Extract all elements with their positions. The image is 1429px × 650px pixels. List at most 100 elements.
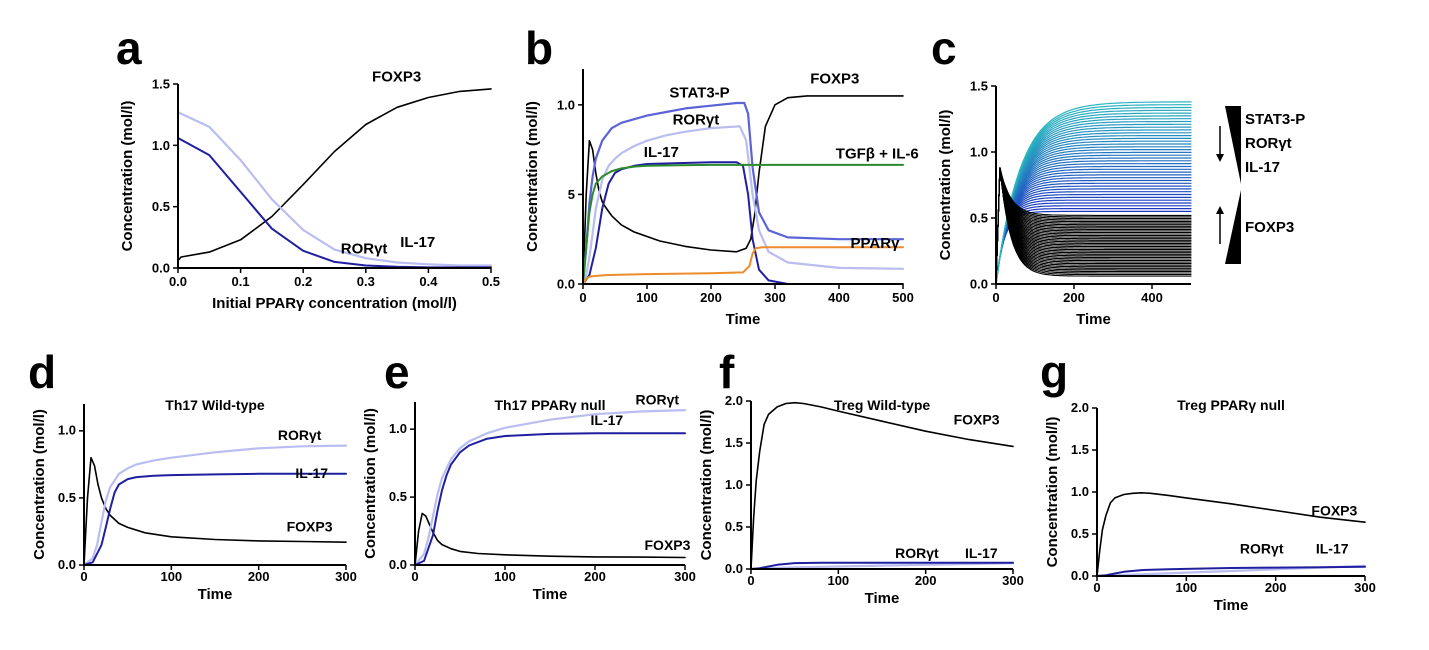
- x-tick-label: 100: [494, 569, 516, 584]
- y-axis-label-e: Concentration (mol/l): [362, 408, 379, 559]
- series-foxp3-g: [1096, 492, 1366, 577]
- panel-b: b 0 100 200 300 400 500 0.0 5 1.0 Time Concentratio…: [524, 22, 919, 328]
- fan-upper-line: [995, 165, 1192, 285]
- y-tick-label: 0.5: [58, 490, 76, 505]
- label-stat3-p-b: STAT3-P: [669, 85, 729, 102]
- fan-upper-line: [995, 160, 1192, 285]
- fan-upper-line: [995, 196, 1192, 285]
- x-tick-label: 100: [1175, 580, 1197, 595]
- y-tick-label: 0.5: [725, 519, 743, 534]
- fan-lower-line: [995, 167, 1192, 285]
- fan-lower-line: [995, 167, 1192, 285]
- fan-lower-line: [995, 167, 1192, 285]
- x-tick-label: 300: [335, 569, 357, 584]
- label-foxp3-b: FOXP3: [810, 70, 859, 87]
- fan-lower-line: [995, 167, 1192, 285]
- label-il-17-d: IL-17: [295, 465, 328, 481]
- x-tick-label: 500: [892, 290, 914, 305]
- label-rorgt-c: RORγt: [1245, 135, 1292, 152]
- fan-upper-line: [995, 157, 1192, 285]
- fan-lower-line: [995, 167, 1192, 285]
- chart-title-d: Th17 Wild-type: [165, 397, 265, 413]
- label-rorgt-a: RORγt: [341, 240, 388, 257]
- panel-e: e Th17 PPARγ null 0 100 200 300 0.0 0.5 1.0 Time C…: [362, 346, 696, 603]
- label-rorgt-g: RORγt: [1240, 540, 1284, 556]
- x-tick-label: 200: [584, 569, 606, 584]
- series-il-17-a: [177, 137, 492, 269]
- fan-upper-line: [995, 188, 1192, 285]
- fan-lower-line: [995, 167, 1192, 285]
- fan-upper-line: [995, 151, 1192, 285]
- series-foxp3-e: [414, 512, 686, 566]
- fan-upper-line: [995, 193, 1192, 285]
- y-tick-label: 1.5: [725, 435, 743, 450]
- fan-upper-line: [995, 149, 1192, 285]
- series-rorgt-a: [176, 111, 493, 267]
- fan-upper-line: [995, 179, 1192, 285]
- x-axis-label-d: Time: [198, 586, 233, 603]
- series-foxp3-f: [750, 401, 1014, 570]
- panel-label-c: c: [931, 22, 957, 74]
- panel-label-g: g: [1040, 346, 1068, 398]
- fan-lower-line: [995, 167, 1192, 285]
- x-tick-label: 0: [1093, 580, 1100, 595]
- fan-upper-line: [995, 129, 1192, 285]
- x-axis-label-b: Time: [726, 311, 761, 328]
- fan-upper-line: [995, 182, 1192, 285]
- fan-upper-line: [995, 154, 1192, 285]
- fan-upper-line: [995, 135, 1192, 285]
- y-tick-label: 0.0: [725, 561, 743, 576]
- series-il-17-g: [1096, 565, 1366, 577]
- fan-lower-line: [995, 167, 1192, 285]
- fan-lower-line: [995, 167, 1192, 285]
- y-axis-label-f: Concentration (mol/l): [698, 410, 715, 561]
- series-rorgt-e: [413, 409, 687, 567]
- fan-upper-line: [995, 168, 1192, 285]
- panel-d: d Th17 Wild-type 0 100 200 300 0.0 0.5 1.0 Time Co…: [28, 346, 357, 603]
- x-axis-label-f: Time: [865, 590, 900, 607]
- x-tick-label: 0: [579, 290, 586, 305]
- label-foxp3-c: FOXP3: [1245, 219, 1294, 236]
- y-tick-label: 0.0: [557, 277, 575, 292]
- fan-lower-line: [995, 167, 1192, 285]
- y-axis-label-a: Concentration (mol/l): [119, 101, 136, 252]
- fan-upper-line: [995, 205, 1192, 285]
- fan-lower-line: [995, 167, 1192, 285]
- fan-upper-line: [995, 126, 1192, 285]
- series-foxp3-a: [177, 88, 492, 262]
- fan-upper-line: [995, 185, 1192, 285]
- series-il-17-f: [750, 561, 1014, 570]
- y-tick-label: 1.0: [1071, 484, 1089, 499]
- y-tick-label: 1.0: [152, 138, 170, 153]
- label-pparg-b: PPARγ: [851, 235, 901, 252]
- label-foxp3-d: FOXP3: [287, 518, 333, 534]
- panel-label-e: e: [384, 346, 410, 398]
- fan-lower-line: [995, 167, 1192, 285]
- y-tick-label: 0.5: [970, 211, 988, 226]
- y-tick-label: 2.0: [1071, 400, 1089, 415]
- x-tick-label: 200: [700, 290, 722, 305]
- fan-upper-line: [995, 123, 1192, 285]
- x-tick-label: 100: [636, 290, 658, 305]
- fan-lower-line: [995, 167, 1192, 285]
- fan-upper-line: [995, 191, 1192, 285]
- fan-upper-line: [995, 199, 1192, 285]
- chart-title-e: Th17 PPARγ null: [495, 397, 606, 413]
- fan-lower-line: [995, 167, 1192, 285]
- fan-upper-line: [995, 132, 1192, 285]
- x-tick-label: 400: [828, 290, 850, 305]
- fan-lower-line: [995, 167, 1192, 285]
- x-tick-label: 0.1: [232, 274, 250, 289]
- fan-lower-line: [995, 167, 1192, 285]
- fan-upper-line: [995, 163, 1192, 285]
- x-tick-label: 300: [1002, 573, 1024, 588]
- fan-lower-line: [995, 167, 1192, 285]
- series-il-17-b: [582, 161, 904, 285]
- x-tick-label: 100: [160, 569, 182, 584]
- fan-lower-line: [995, 167, 1192, 285]
- y-tick-label: 0.5: [389, 489, 407, 504]
- panel-g: g Treg PPARγ null 0 100 200 300 0.0 0.5 1.0 1.5 2.…: [1040, 346, 1376, 614]
- fan-lower-line: [995, 167, 1192, 285]
- chart-title-g: Treg PPARγ null: [1177, 397, 1285, 413]
